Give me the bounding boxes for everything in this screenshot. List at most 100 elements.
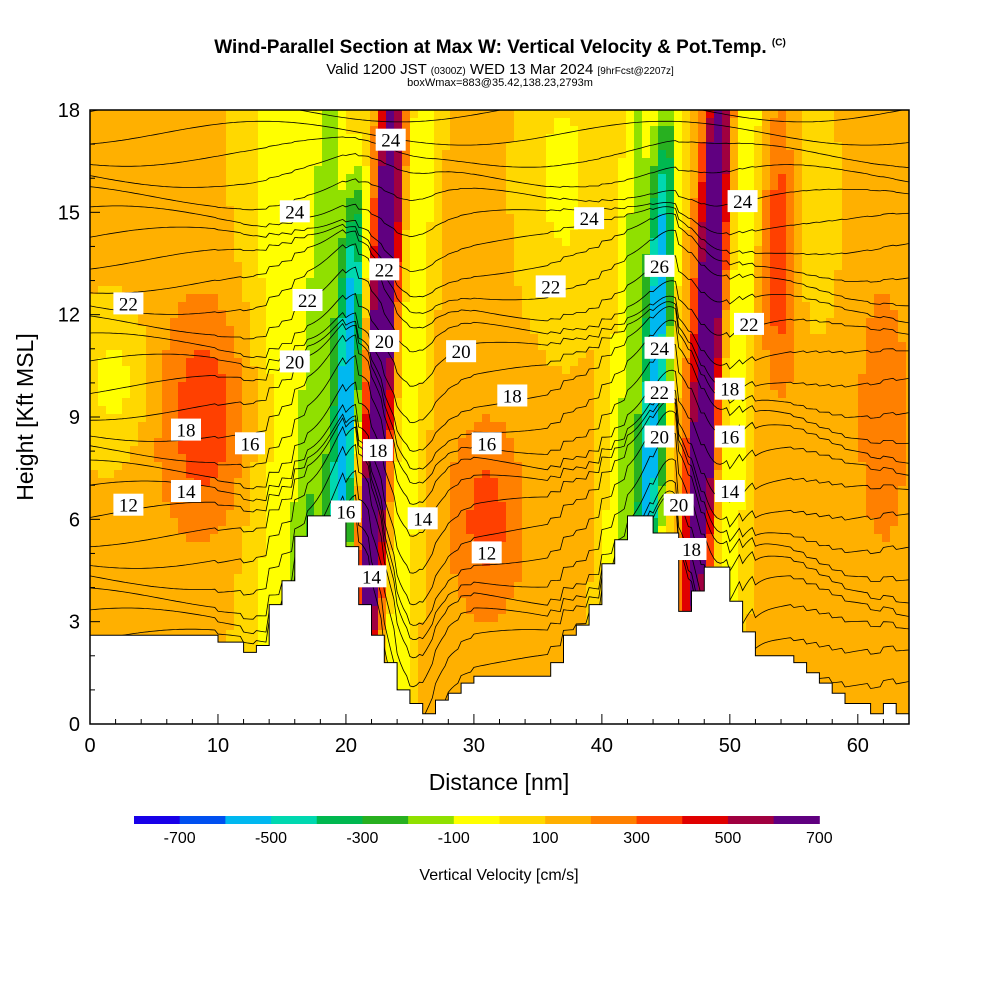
velocity-cell <box>202 358 211 367</box>
velocity-cell <box>562 134 571 143</box>
velocity-cell <box>522 494 531 503</box>
velocity-cell <box>594 454 603 463</box>
velocity-cell <box>602 494 611 503</box>
velocity-cell <box>242 238 251 247</box>
velocity-cell <box>322 462 331 471</box>
velocity-cell <box>106 574 115 583</box>
velocity-cell <box>194 182 203 191</box>
velocity-cell <box>394 190 403 199</box>
velocity-cell <box>546 438 555 447</box>
velocity-cell <box>122 358 131 367</box>
velocity-cell <box>210 614 219 623</box>
velocity-cell <box>482 670 491 679</box>
velocity-cell <box>514 358 523 367</box>
velocity-cell <box>362 398 371 407</box>
velocity-cell <box>442 214 451 223</box>
velocity-cell <box>426 182 435 191</box>
velocity-cell <box>546 398 555 407</box>
velocity-cell <box>466 398 475 407</box>
velocity-cell <box>250 198 259 207</box>
velocity-cell <box>218 350 227 359</box>
velocity-cell <box>210 190 219 199</box>
velocity-cell <box>138 414 147 423</box>
velocity-cell <box>178 510 187 519</box>
velocity-cell <box>146 190 155 199</box>
velocity-cell <box>370 190 379 199</box>
velocity-cell <box>362 214 371 223</box>
velocity-cell <box>202 502 211 511</box>
velocity-cell <box>418 214 427 223</box>
velocity-cell <box>594 558 603 567</box>
velocity-cell <box>410 542 419 551</box>
velocity-cell <box>146 478 155 487</box>
velocity-cell <box>402 230 411 239</box>
velocity-cell <box>314 262 323 271</box>
velocity-cell <box>298 334 307 343</box>
velocity-cell <box>506 478 515 487</box>
velocity-cell <box>242 502 251 511</box>
velocity-cell <box>522 270 531 279</box>
velocity-cell <box>538 518 547 527</box>
velocity-cell <box>226 494 235 503</box>
velocity-cell <box>594 574 603 583</box>
velocity-cell <box>554 422 563 431</box>
velocity-cell <box>154 246 163 255</box>
velocity-cell <box>578 486 587 495</box>
velocity-cell <box>482 238 491 247</box>
velocity-cell <box>274 582 283 591</box>
velocity-cell <box>570 566 579 575</box>
velocity-cell <box>418 134 427 143</box>
velocity-cell <box>194 414 203 423</box>
velocity-cell <box>514 622 523 631</box>
velocity-cell <box>266 374 275 383</box>
velocity-cell <box>178 390 187 399</box>
velocity-cell <box>258 566 267 575</box>
velocity-cell <box>402 158 411 167</box>
velocity-cell <box>258 390 267 399</box>
velocity-cell <box>114 126 123 135</box>
velocity-cell <box>386 638 395 647</box>
velocity-cell <box>450 558 459 567</box>
velocity-cell <box>578 574 587 583</box>
velocity-cell <box>562 398 571 407</box>
velocity-cell <box>226 614 235 623</box>
velocity-cell <box>466 158 475 167</box>
velocity-cell <box>258 582 267 591</box>
velocity-cell <box>226 262 235 271</box>
velocity-cell <box>442 550 451 559</box>
velocity-cell <box>482 222 491 231</box>
velocity-cell <box>298 262 307 271</box>
velocity-cell <box>186 518 195 527</box>
velocity-cell <box>450 614 459 623</box>
velocity-cell <box>562 246 571 255</box>
velocity-cell <box>338 230 347 239</box>
velocity-cell <box>298 494 307 503</box>
velocity-cell <box>298 406 307 415</box>
velocity-cell <box>266 358 275 367</box>
velocity-cell <box>506 326 515 335</box>
velocity-cell <box>274 118 283 127</box>
velocity-cell <box>482 286 491 295</box>
velocity-cell <box>530 398 539 407</box>
velocity-cell <box>434 182 443 191</box>
velocity-cell <box>90 566 99 575</box>
velocity-cell <box>410 230 419 239</box>
velocity-cell <box>258 534 267 543</box>
velocity-cell <box>530 446 539 455</box>
velocity-cell <box>330 174 339 183</box>
velocity-cell <box>122 462 131 471</box>
velocity-cell <box>442 630 451 639</box>
velocity-cell <box>322 374 331 383</box>
velocity-cell <box>370 590 379 599</box>
velocity-cell <box>202 158 211 167</box>
velocity-cell <box>586 598 595 607</box>
velocity-cell <box>130 358 139 367</box>
velocity-cell <box>290 158 299 167</box>
velocity-cell <box>242 310 251 319</box>
velocity-cell <box>170 214 179 223</box>
velocity-cell <box>578 382 587 391</box>
velocity-cell <box>378 374 387 383</box>
velocity-cell <box>570 446 579 455</box>
velocity-cell <box>250 254 259 263</box>
velocity-cell <box>442 462 451 471</box>
